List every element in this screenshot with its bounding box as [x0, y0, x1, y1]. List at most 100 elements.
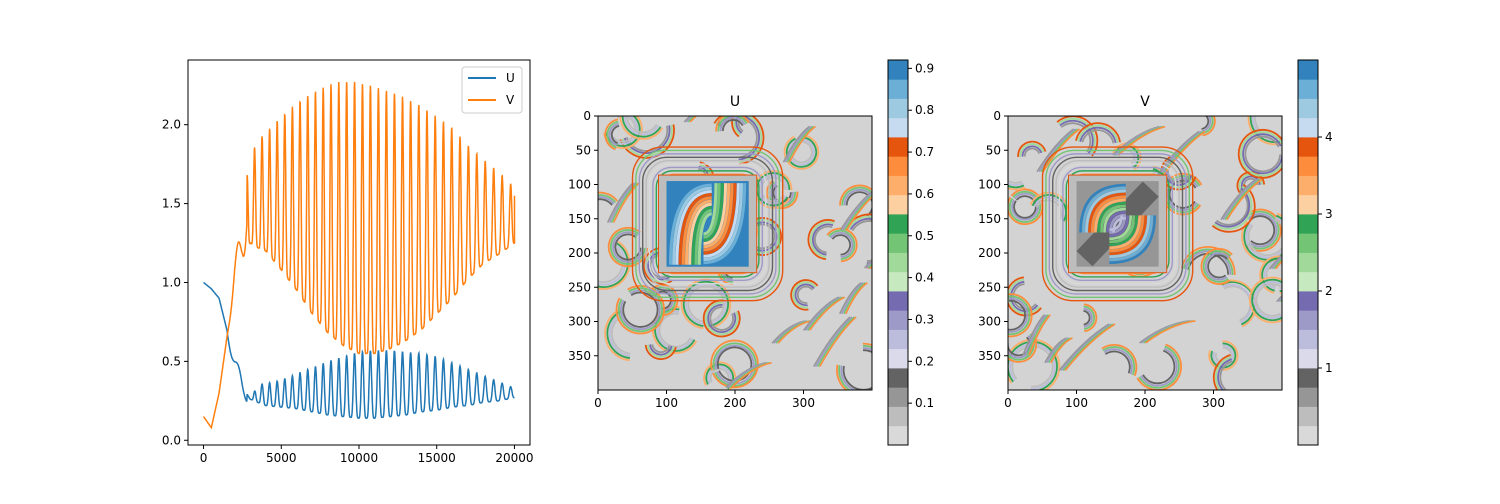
center-frame-ring [638, 153, 777, 295]
streak-band [843, 282, 866, 315]
streak-band [1162, 130, 1206, 177]
swirl-band [622, 291, 659, 328]
center-stripe [703, 183, 727, 245]
swirl-band [624, 116, 660, 136]
swirl-band [598, 240, 631, 290]
colorbar-segment [888, 156, 908, 176]
swirl-band [807, 219, 835, 260]
streak-band [1275, 259, 1282, 270]
swirl-band [1247, 213, 1278, 248]
swirl-band [1251, 278, 1282, 322]
streak-band [689, 116, 698, 123]
colorbar-segment [1298, 291, 1318, 311]
swirl-band [1210, 342, 1237, 369]
swirl-band [647, 284, 679, 317]
center-stripe [1097, 201, 1126, 233]
center-stripe [1100, 204, 1126, 233]
swirl-band [1242, 133, 1282, 175]
x-tick-label: 300 [1202, 396, 1225, 410]
y-tick-label: 200 [568, 246, 591, 260]
center-diagonal [1076, 181, 1159, 267]
center-stripe [1109, 215, 1150, 258]
swirl-band [1101, 344, 1138, 377]
u-heatmap-panel: U 0 100 200 300 0 50 100 150 200 250 300 350 [568, 94, 873, 410]
center-stripe [1103, 207, 1126, 233]
colorbar-segment [1298, 348, 1318, 369]
y-tick-label: 250 [568, 280, 591, 294]
center-frame-ring [1045, 149, 1191, 299]
swirl-band [604, 308, 630, 362]
streak-band [1058, 323, 1110, 372]
center-stripe [1109, 215, 1132, 240]
legend-label-v: V [506, 93, 515, 107]
streak-band [1156, 130, 1200, 177]
center-stripe [1109, 215, 1156, 264]
center-stripe [1085, 189, 1126, 233]
streak-band [612, 182, 640, 223]
streak-band [1050, 337, 1073, 364]
swirl-band [598, 191, 619, 202]
colorbar-frame [887, 59, 909, 446]
center-stripe [681, 196, 712, 265]
streak-band [1024, 314, 1047, 356]
swirl-band [1021, 145, 1043, 157]
streak-band [807, 296, 844, 331]
streak-band [817, 316, 855, 368]
colorbar-segment [1298, 329, 1318, 350]
swirl-band [716, 346, 753, 382]
swirl-band [1077, 124, 1119, 143]
swirl-band [783, 134, 820, 170]
swirl-band [598, 246, 624, 283]
streak-band [819, 316, 857, 368]
swirl-band [626, 116, 658, 134]
swirl-band [649, 344, 673, 356]
series-line-u [203, 281, 515, 419]
center-stripe [703, 183, 734, 252]
streak-band [845, 282, 868, 315]
swirl-band [840, 347, 872, 390]
swirl-band [1247, 218, 1282, 257]
swirl-band [1008, 179, 1023, 184]
colorbar-segment [1298, 368, 1318, 388]
swirl-band [1079, 126, 1117, 144]
swirl-band [707, 303, 737, 333]
streak-band [846, 195, 872, 231]
swirl-band [702, 299, 741, 338]
colorbar-segment [888, 60, 908, 80]
swirl-band [1008, 297, 1029, 333]
center-stripe [694, 209, 712, 265]
streak-band [1038, 128, 1077, 173]
swirl-band [707, 365, 732, 388]
swirl-band [841, 186, 872, 221]
colorbar-segment [1298, 406, 1318, 427]
colorbar-segment [1298, 137, 1318, 157]
colorbar-segment [888, 252, 908, 273]
swirl-band [606, 120, 619, 149]
colorbar-segment [1298, 98, 1318, 119]
streak-band [1042, 128, 1081, 173]
y-tick-label: 100 [978, 178, 1001, 192]
colorbar-segment [1298, 194, 1318, 215]
swirl-band [1217, 358, 1232, 390]
colorbar-segment [1298, 310, 1318, 330]
colorbar-segment [888, 368, 908, 388]
streak-band [815, 316, 853, 368]
colorbar-segment [888, 425, 908, 446]
streak-band [1226, 178, 1263, 221]
swirl-band [1013, 195, 1037, 219]
swirl-band [1083, 310, 1091, 326]
y-tick-label: 0 [583, 109, 591, 123]
swirl-band [1008, 299, 1026, 331]
colorbar-segment [888, 194, 908, 215]
center-frame-ring [642, 156, 774, 292]
swirl-band [617, 287, 663, 333]
swirl-band [1104, 350, 1131, 374]
center-frame-ring [652, 166, 764, 282]
colorbar-segment [888, 79, 908, 99]
swirl-band [1200, 247, 1233, 285]
legend: U V [461, 66, 523, 114]
swirl-band [1075, 122, 1121, 143]
streak-band [1158, 130, 1202, 177]
streak-band [1224, 178, 1261, 221]
